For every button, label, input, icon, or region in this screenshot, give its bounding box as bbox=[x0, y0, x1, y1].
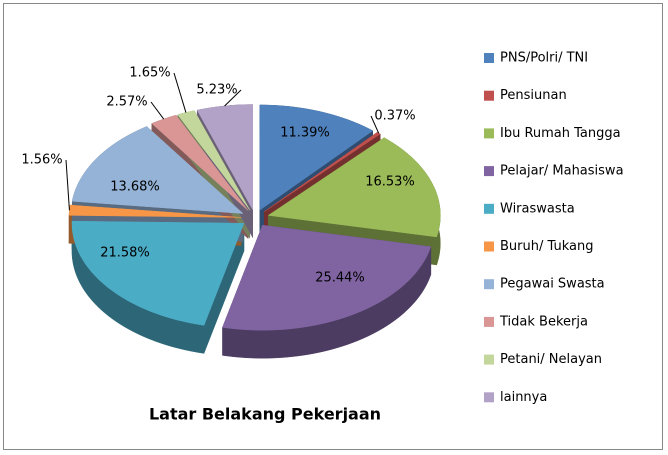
data-label: 25.44% bbox=[315, 271, 365, 286]
legend-label: Wiraswasta bbox=[500, 201, 575, 216]
slice bbox=[151, 114, 249, 211]
data-label: 2.57% bbox=[106, 95, 147, 110]
legend-label: Pegawai Swasta bbox=[500, 277, 605, 292]
slice bbox=[259, 104, 374, 211]
data-label: 0.37% bbox=[374, 109, 415, 124]
data-label: 5.23% bbox=[196, 83, 237, 98]
data-label: 1.65% bbox=[129, 66, 170, 81]
legend-label: Petani/ Nelayan bbox=[500, 352, 602, 367]
leader-line bbox=[173, 72, 187, 113]
legend-swatch bbox=[484, 279, 494, 290]
legend-label: PNS/Polri/ TNI bbox=[500, 51, 588, 66]
slice bbox=[71, 220, 245, 326]
legend-label: lainnya bbox=[500, 390, 547, 405]
data-label: 11.39% bbox=[280, 126, 330, 141]
legend-swatch bbox=[484, 203, 494, 214]
legend-label: Pelajar/ Mahasiswa bbox=[500, 164, 624, 179]
legend-swatch bbox=[484, 53, 494, 63]
legend-swatch bbox=[484, 392, 494, 403]
legend-label: Pensiunan bbox=[500, 88, 567, 103]
leader-line bbox=[224, 89, 242, 107]
legend-swatch bbox=[484, 166, 494, 177]
leader-line bbox=[65, 159, 70, 211]
legend-label: Ibu Rumah Tangga bbox=[500, 126, 621, 141]
slice bbox=[71, 126, 244, 214]
legend-swatch bbox=[484, 128, 494, 139]
legend-swatch bbox=[484, 241, 494, 252]
legend-label: Buruh/ Tukang bbox=[500, 239, 593, 254]
data-label: 21.58% bbox=[100, 246, 150, 261]
slice bbox=[196, 104, 253, 211]
legend-swatch bbox=[484, 90, 494, 101]
chart-title: Latar Belakang Pekerjaan bbox=[149, 405, 381, 424]
legend-label: Tidak Bekerja bbox=[499, 314, 588, 329]
leader-line bbox=[370, 115, 380, 134]
slice bbox=[267, 137, 441, 238]
data-label: 1.56% bbox=[21, 153, 62, 168]
legend-swatch bbox=[484, 316, 494, 327]
slice bbox=[222, 224, 432, 331]
data-label: 13.68% bbox=[110, 180, 160, 195]
leader-line bbox=[150, 101, 165, 120]
data-label: 16.53% bbox=[365, 175, 415, 190]
legend-swatch bbox=[484, 354, 494, 365]
